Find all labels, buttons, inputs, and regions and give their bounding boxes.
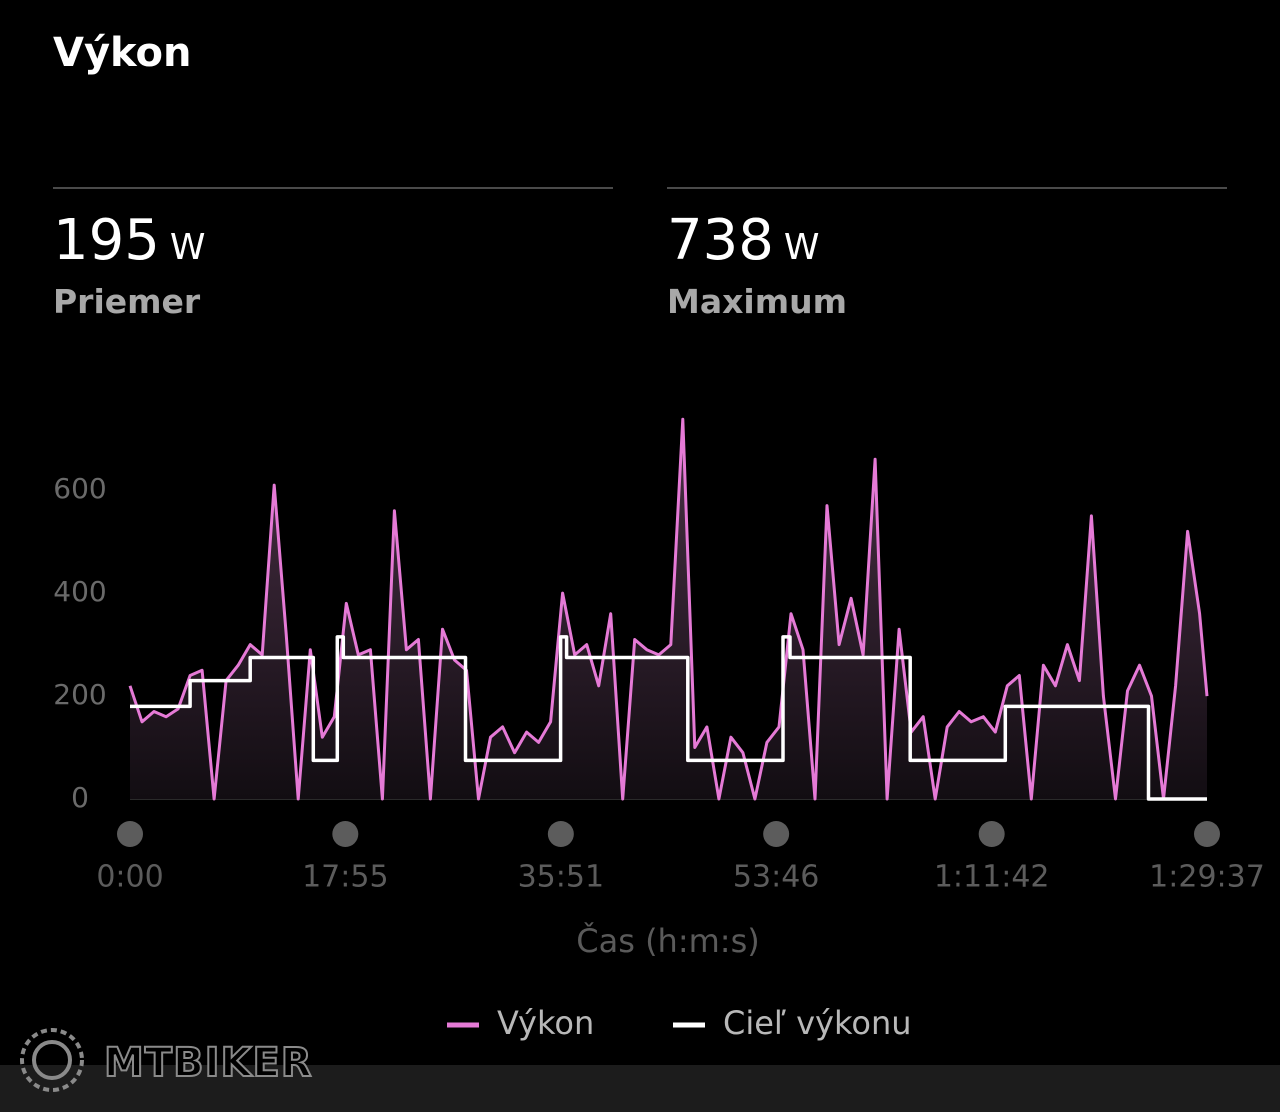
page-title: Výkon — [53, 30, 192, 76]
x-tick-label: 1:29:37 — [1149, 860, 1265, 895]
stat-label: Maximum — [667, 282, 847, 321]
area-fill — [130, 419, 1207, 799]
x-tick-label: 1:11:42 — [934, 860, 1050, 895]
x-tick-dot — [978, 821, 1005, 847]
stat-value: 738 — [667, 208, 774, 273]
y-tick-label: 0 — [71, 781, 89, 814]
x-tick-dot — [547, 821, 574, 847]
x-tick-dot — [1194, 821, 1220, 847]
stat-unit: W — [783, 227, 820, 268]
separator — [53, 187, 613, 189]
x-tick-label: 0:00 — [96, 860, 163, 895]
y-tick-label: 200 — [53, 678, 106, 711]
x-tick-label: 53:46 — [733, 860, 819, 895]
stat-unit: W — [169, 227, 206, 268]
series-line — [130, 635, 1207, 801]
x-tick-label: 35:51 — [518, 860, 604, 895]
x-tick-dot — [117, 821, 143, 847]
y-tick-label: 600 — [53, 472, 106, 505]
legend-label: Výkon — [497, 1004, 594, 1042]
stat-value-row: 195 W — [53, 208, 206, 273]
stat-value-row: 738 W — [667, 208, 820, 273]
x-tick-dot — [763, 821, 790, 847]
separator — [667, 187, 1227, 189]
x-tick-dot — [332, 821, 359, 847]
bottom-strip — [0, 1065, 1280, 1112]
x-axis-title: Čas (h:m:s) — [576, 921, 759, 960]
stat-label: Priemer — [53, 282, 201, 321]
series-line — [128, 417, 1209, 801]
legend-label: Cieľ výkonu — [723, 1004, 912, 1042]
watermark-logo — [20, 1028, 84, 1092]
watermark: MTBIKER — [103, 1039, 313, 1087]
y-tick-label: 400 — [53, 575, 106, 608]
x-tick-label: 17:55 — [302, 860, 388, 895]
stat-value: 195 — [53, 208, 160, 273]
